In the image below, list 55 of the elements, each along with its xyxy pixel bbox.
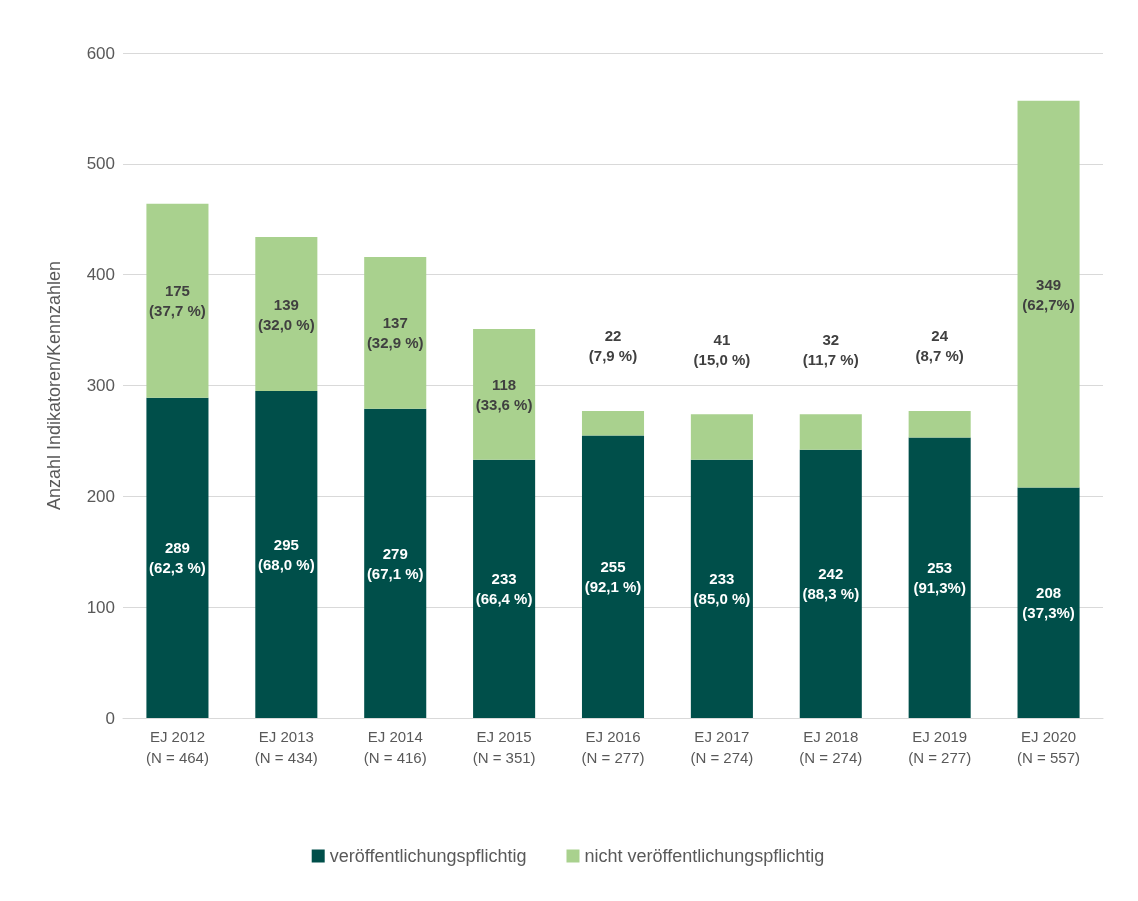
data-label: 137 (32,9 %) — [366, 314, 424, 352]
data-label: 279 (67,1 %) — [366, 544, 424, 582]
data-label: 22 (7,9 %) — [588, 327, 638, 365]
data-label: 208 (37,3%) — [1022, 584, 1075, 622]
data-label: 32 (11,7 %) — [802, 330, 859, 368]
data-label: 139 (32,0 %) — [257, 295, 315, 333]
x-tick-label: EJ 2017 (N = 274) — [690, 728, 754, 766]
x-tick-label: EJ 2014 (N = 416) — [363, 728, 427, 766]
data-label: 295 (68,0 %) — [257, 536, 315, 574]
y-tick-label: 600 — [86, 43, 115, 63]
x-tick-label: EJ 2016 (N = 277) — [581, 728, 645, 766]
x-tick-label: EJ 2015 (N = 351) — [472, 728, 536, 766]
y-tick-label: 300 — [86, 376, 115, 395]
data-label: 349 (62,7%) — [1022, 275, 1075, 313]
x-tick-label: EJ 2020 (N = 557) — [1017, 728, 1081, 766]
bar — [581, 435, 645, 718]
bar — [799, 414, 862, 450]
x-tick-label: EJ 2012 (N = 464) — [145, 728, 209, 766]
bar — [581, 410, 645, 436]
bar — [146, 203, 209, 398]
bar — [1017, 487, 1080, 718]
bar — [473, 459, 536, 718]
y-tick-label: 100 — [86, 597, 115, 617]
bar — [146, 397, 209, 718]
data-label: 255 (92,1 %) — [584, 558, 642, 596]
x-tick-label: EJ 2018 (N = 274) — [799, 728, 863, 766]
bar — [908, 437, 971, 718]
bar — [473, 328, 536, 460]
bar — [1017, 100, 1080, 488]
data-label: 175 (37,7 %) — [149, 282, 206, 320]
data-label: 253 (91,3%) — [913, 559, 966, 597]
bar — [799, 449, 862, 718]
y-tick-label: 500 — [86, 154, 115, 174]
bar — [364, 408, 427, 718]
x-tick-label: EJ 2019 (N = 277) — [908, 728, 972, 766]
data-label: 41 (15,0 %) — [693, 330, 751, 368]
data-label: 233 (66,4 %) — [475, 570, 533, 608]
y-tick-label: 200 — [86, 486, 115, 506]
data-label: 242 (88,3 %) — [802, 565, 860, 603]
legend-label: veröffentlichungspflichtig — [329, 846, 527, 866]
bar — [690, 459, 753, 718]
y-axis-title: Anzahl Indikatoren/Kennzahlen — [44, 260, 64, 511]
data-label: 233 (85,0 %) — [693, 570, 751, 608]
legend-label: nicht veröffentlichungspflichtig — [584, 846, 825, 866]
bar — [690, 414, 753, 460]
data-label: 24 (8,7 %) — [915, 327, 964, 365]
y-tick-label: 400 — [86, 265, 115, 285]
data-label: 289 (62,3 %) — [149, 539, 206, 577]
x-tick-label: EJ 2013 (N = 434) — [254, 728, 318, 766]
bar — [255, 236, 318, 392]
bar — [364, 256, 427, 409]
y-tick-label: 0 — [105, 708, 115, 728]
bar — [255, 391, 318, 718]
bar — [908, 410, 971, 438]
data-label: 118 (33,6 %) — [475, 375, 533, 413]
